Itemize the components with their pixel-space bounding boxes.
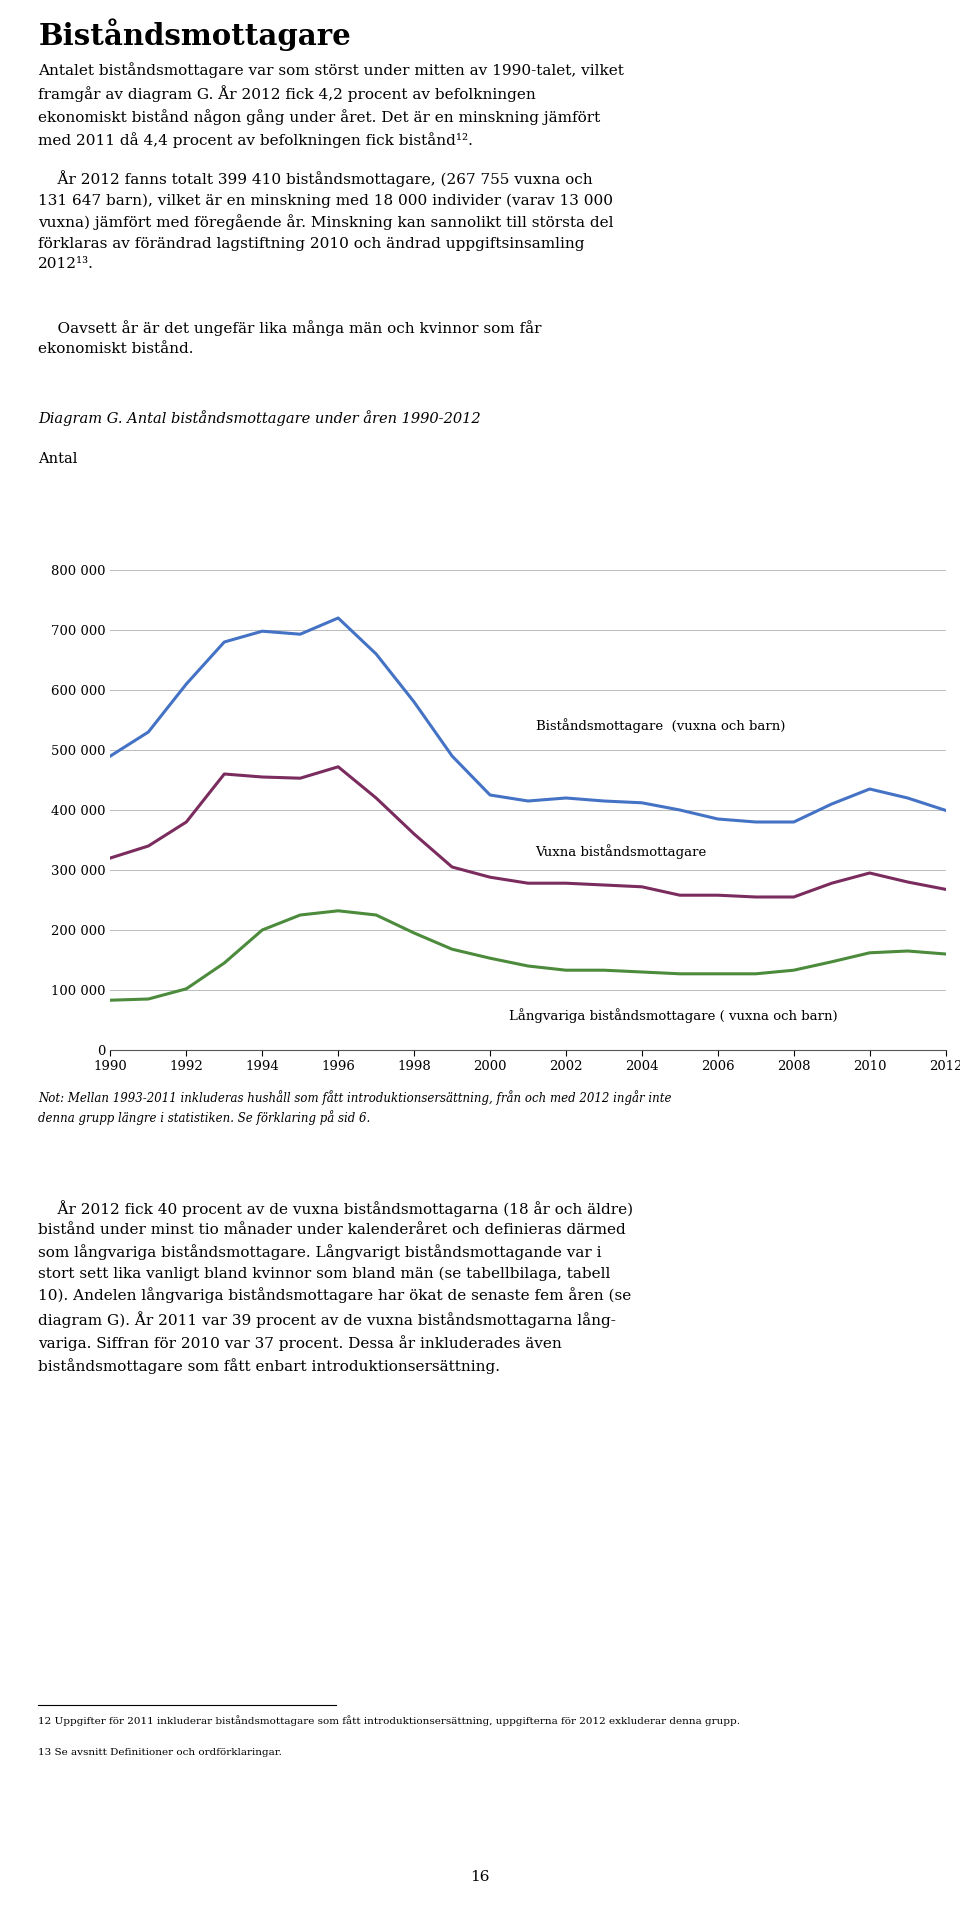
Text: 13 Se avsnitt Definitioner och ordförklaringar.: 13 Se avsnitt Definitioner och ordförkla… bbox=[38, 1748, 282, 1757]
Text: Långvariga biståndsmottagare ( vuxna och barn): Långvariga biståndsmottagare ( vuxna och… bbox=[509, 1008, 838, 1024]
Text: Diagram G. Antal biståndsmottagare under åren 1990-2012: Diagram G. Antal biståndsmottagare under… bbox=[38, 411, 481, 426]
Text: Biståndsmottagare  (vuxna och barn): Biståndsmottagare (vuxna och barn) bbox=[536, 718, 785, 733]
Text: Oavsett år är det ungefär lika många män och kvinnor som får
ekonomiskt bistånd.: Oavsett år är det ungefär lika många män… bbox=[38, 321, 541, 355]
Text: År 2012 fick 40 procent av de vuxna biståndsmottagarna (18 år och äldre)
bistånd: År 2012 fick 40 procent av de vuxna bist… bbox=[38, 1199, 634, 1373]
Text: Antalet biståndsmottagare var som störst under mitten av 1990-talet, vilket
fram: Antalet biståndsmottagare var som störst… bbox=[38, 61, 624, 149]
Text: Vuxna biståndsmottagare: Vuxna biståndsmottagare bbox=[536, 844, 707, 860]
Text: Antal: Antal bbox=[38, 453, 78, 466]
Text: 12 Uppgifter för 2011 inkluderar biståndsmottagare som fått introduktionsersättn: 12 Uppgifter för 2011 inkluderar bistånd… bbox=[38, 1715, 740, 1727]
Text: Biståndsmottagare: Biståndsmottagare bbox=[38, 17, 351, 52]
Text: 16: 16 bbox=[470, 1870, 490, 1883]
Text: År 2012 fanns totalt 399 410 biståndsmottagare, (267 755 vuxna och
131 647 barn): År 2012 fanns totalt 399 410 biståndsmot… bbox=[38, 170, 613, 271]
Text: Not: Mellan 1993-2011 inkluderas hushåll som fått introduktionsersättning, från : Not: Mellan 1993-2011 inkluderas hushåll… bbox=[38, 1091, 672, 1125]
